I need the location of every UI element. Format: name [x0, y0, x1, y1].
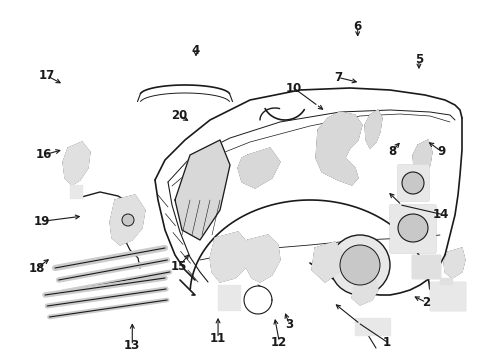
Circle shape [122, 214, 134, 226]
Ellipse shape [402, 172, 424, 194]
Polygon shape [430, 282, 465, 310]
Circle shape [330, 235, 390, 295]
Text: 11: 11 [210, 332, 226, 345]
Polygon shape [218, 285, 240, 310]
Text: 6: 6 [354, 21, 362, 33]
Ellipse shape [398, 214, 428, 242]
Text: 2: 2 [422, 296, 430, 309]
Text: 16: 16 [36, 148, 52, 161]
Polygon shape [70, 185, 82, 198]
Polygon shape [413, 140, 432, 175]
Text: 5: 5 [415, 53, 423, 66]
Polygon shape [390, 205, 435, 252]
Polygon shape [175, 140, 230, 240]
Text: 7: 7 [334, 71, 342, 84]
Text: 17: 17 [38, 69, 55, 82]
Polygon shape [316, 112, 362, 185]
Polygon shape [444, 248, 465, 278]
Polygon shape [312, 242, 345, 282]
Polygon shape [412, 255, 440, 278]
Text: 19: 19 [33, 215, 50, 228]
Text: 14: 14 [433, 208, 449, 221]
Polygon shape [63, 142, 90, 185]
Text: 18: 18 [28, 262, 45, 275]
Circle shape [340, 245, 380, 285]
Polygon shape [210, 232, 250, 282]
Text: 4: 4 [192, 44, 200, 57]
Polygon shape [238, 148, 280, 188]
Text: 1: 1 [383, 336, 391, 348]
Text: 10: 10 [286, 82, 302, 95]
Polygon shape [110, 195, 145, 245]
Text: 15: 15 [171, 260, 187, 273]
Polygon shape [355, 318, 390, 335]
Text: 8: 8 [388, 145, 396, 158]
Polygon shape [398, 165, 428, 200]
Text: 20: 20 [171, 109, 187, 122]
Text: 12: 12 [271, 336, 288, 348]
Text: 3: 3 [285, 318, 293, 330]
Polygon shape [440, 278, 452, 284]
Text: 9: 9 [437, 145, 445, 158]
Polygon shape [365, 110, 382, 148]
Polygon shape [352, 278, 378, 305]
Text: 13: 13 [124, 339, 141, 352]
Polygon shape [242, 235, 280, 282]
